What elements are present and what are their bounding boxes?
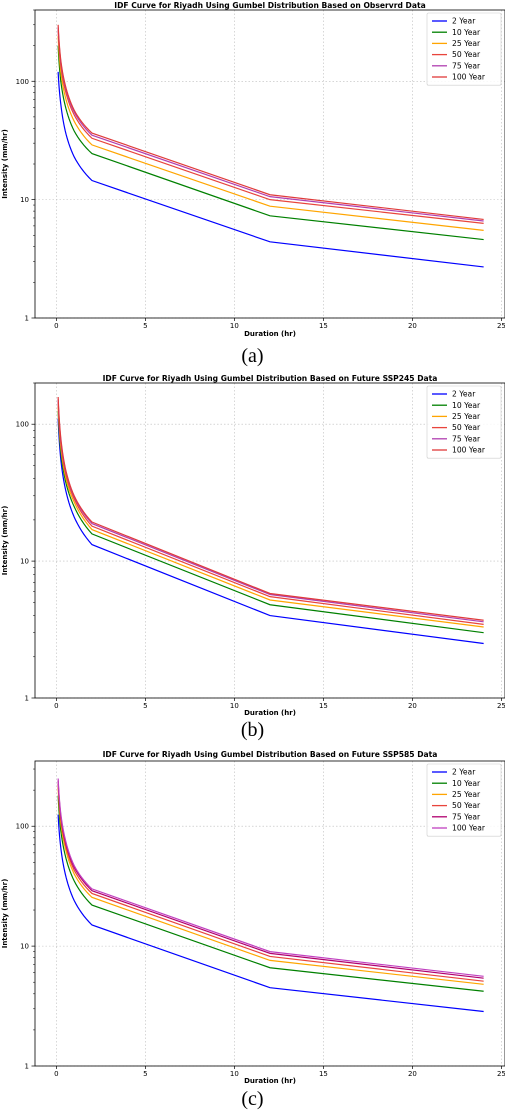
y-tick-label: 100	[16, 823, 29, 831]
legend-box	[426, 763, 502, 837]
y-tick-label: 100	[16, 421, 29, 429]
chart-panel-a: IDF Curve for Riyadh Using Gumbel Distri…	[0, 0, 505, 346]
legend-label: 50 Year	[452, 50, 481, 59]
plot-frame	[34, 382, 505, 699]
chart-title: IDF Curve for Riyadh Using Gumbel Distri…	[103, 750, 438, 759]
series-line	[57, 795, 484, 992]
idf-chart-c: IDF Curve for Riyadh Using Gumbel Distri…	[1, 750, 505, 1085]
legend-label: 75 Year	[452, 434, 481, 443]
x-tick-label: 25	[497, 1070, 505, 1078]
legend-label: 75 Year	[452, 61, 481, 70]
y-tick-label: 10	[20, 196, 29, 204]
legend-label: 25 Year	[452, 790, 481, 799]
x-tick-label: 10	[230, 322, 239, 330]
series-line	[57, 780, 484, 979]
chart-panel-b: IDF Curve for Riyadh Using Gumbel Distri…	[0, 372, 505, 716]
legend-label: 2 Year	[452, 390, 476, 399]
series-line	[57, 45, 484, 241]
series-line	[57, 814, 484, 1013]
chart-title: IDF Curve for Riyadh Using Gumbel Distri…	[103, 374, 438, 383]
legend-box	[426, 385, 502, 459]
x-tick-label: 20	[408, 322, 417, 330]
caption-a: (a)	[241, 345, 264, 367]
x-tick-label: 15	[319, 702, 328, 710]
idf-chart-a: IDF Curve for Riyadh Using Gumbel Distri…	[1, 1, 505, 338]
y-axis-label: Intensity (mm/hr)	[1, 506, 9, 576]
series-line	[57, 778, 484, 977]
plot-frame	[34, 760, 505, 1067]
legend-label: 2 Year	[452, 768, 476, 777]
legend-label: 25 Year	[452, 412, 481, 421]
chart-title: IDF Curve for Riyadh Using Gumbel Distri…	[114, 1, 425, 10]
x-tick-label: 5	[143, 322, 147, 330]
x-tick-label: 25	[497, 322, 505, 330]
y-tick-label: 1	[25, 1063, 29, 1071]
x-axis-label: Duration (hr)	[244, 709, 296, 716]
legend-label: 50 Year	[452, 801, 481, 810]
y-tick-label: 100	[16, 78, 29, 86]
y-tick-label: 10	[20, 943, 29, 951]
x-tick-label: 15	[319, 322, 328, 330]
legend-label: 100 Year	[452, 73, 486, 82]
chart-panel-c: IDF Curve for Riyadh Using Gumbel Distri…	[0, 748, 505, 1086]
x-tick-label: 10	[230, 1070, 239, 1078]
x-tick-label: 5	[143, 1070, 147, 1078]
caption-b: (b)	[240, 719, 265, 741]
y-axis-label: Intensity (mm/hr)	[1, 129, 9, 199]
legend-label: 10 Year	[452, 401, 481, 410]
caption-c: (c)	[241, 1088, 264, 1110]
x-tick-label: 20	[408, 1070, 417, 1078]
legend-label: 2 Year	[452, 17, 476, 26]
x-tick-label: 10	[230, 702, 239, 710]
legend-label: 50 Year	[452, 423, 481, 432]
series-line	[57, 71, 484, 268]
series-line	[57, 27, 484, 222]
legend-label: 10 Year	[452, 779, 481, 788]
x-tick-label: 5	[143, 702, 147, 710]
legend-label: 25 Year	[452, 39, 481, 48]
series-line	[57, 24, 484, 221]
x-tick-label: 0	[54, 702, 58, 710]
x-axis-label: Duration (hr)	[244, 330, 296, 338]
y-axis-label: Intensity (mm/hr)	[1, 879, 9, 949]
series-line	[57, 396, 484, 621]
x-tick-label: 0	[54, 322, 58, 330]
legend-label: 100 Year	[452, 446, 486, 455]
series-line	[57, 36, 484, 231]
legend-box	[426, 12, 502, 86]
series-line	[57, 787, 484, 985]
legend-label: 100 Year	[452, 824, 486, 833]
x-tick-label: 0	[54, 1070, 58, 1078]
idf-chart-b: IDF Curve for Riyadh Using Gumbel Distri…	[1, 374, 505, 716]
series-line	[57, 418, 484, 645]
y-tick-label: 1	[25, 695, 29, 703]
legend-label: 75 Year	[452, 812, 481, 821]
series-line	[57, 399, 484, 623]
x-tick-label: 25	[497, 702, 505, 710]
x-axis-label: Duration (hr)	[244, 1077, 296, 1085]
y-tick-label: 10	[20, 558, 29, 566]
series-line	[57, 402, 484, 625]
x-tick-label: 20	[408, 702, 417, 710]
legend-label: 10 Year	[452, 28, 481, 37]
y-tick-label: 1	[25, 315, 29, 323]
series-line	[57, 410, 484, 634]
x-tick-label: 15	[319, 1070, 328, 1078]
